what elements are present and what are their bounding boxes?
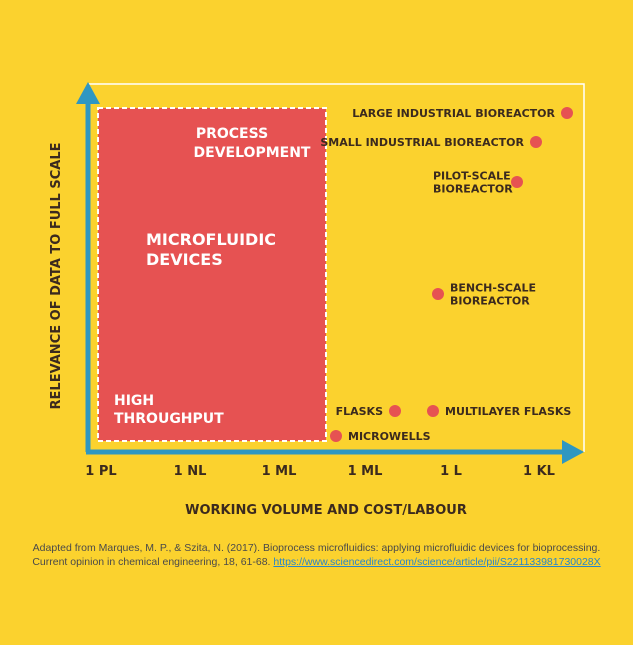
data-point (389, 405, 401, 417)
data-point-label: SMALL INDUSTRIAL BIOREACTOR (320, 136, 524, 149)
data-point-label: BIOREACTOR (433, 183, 513, 196)
region-label-microfluidic-2: DEVICES (146, 250, 223, 269)
x-tick-label: 1 ML (348, 464, 383, 479)
x-tick-label: 1 NL (174, 464, 207, 479)
x-tick-label: 1 PL (85, 464, 116, 479)
x-axis-arrow (562, 440, 584, 464)
x-tick-label: 1 KL (523, 464, 555, 479)
source-link[interactable]: https://www.sciencedirect.com/science/ar… (273, 556, 601, 568)
source-caption: Adapted from Marques, M. P., & Szita, N.… (0, 541, 633, 569)
data-point-label: BIOREACTOR (450, 295, 530, 308)
microfluidic-region (98, 108, 326, 441)
data-point (432, 288, 444, 300)
data-point-label: FLASKS (336, 405, 383, 418)
region-label-process-1: PROCESS (196, 126, 268, 142)
data-point-label: LARGE INDUSTRIAL BIOREACTOR (352, 107, 555, 120)
x-tick-label: 1 ML (262, 464, 297, 479)
region-label-process-2: DEVELOPMENT (194, 145, 311, 161)
data-point (427, 405, 439, 417)
caption-line-2: Current opinion in chemical engineering,… (0, 555, 633, 569)
data-point (561, 107, 573, 119)
caption-line-2-text: Current opinion in chemical engineering,… (32, 556, 271, 568)
y-axis-title: RELEVANCE OF DATA TO FULL SCALE (49, 143, 64, 410)
data-point (330, 430, 342, 442)
x-ticks: 1 PL 1 NL 1 ML 1 ML 1 L 1 KL (85, 464, 555, 479)
plot-frame (88, 83, 585, 452)
y-axis-arrow (76, 82, 100, 104)
data-point-label: PILOT-SCALE (433, 170, 511, 183)
x-axis-title: WORKING VOLUME AND COST/LABOUR (185, 503, 467, 518)
data-points: LARGE INDUSTRIAL BIOREACTOR SMALL INDUSTR… (320, 107, 573, 443)
data-point-label: MICROWELLS (348, 430, 431, 443)
region-label-high-throughput-1: HIGH (114, 393, 154, 409)
data-point-label: BENCH-SCALE (450, 282, 536, 295)
chart: PROCESS DEVELOPMENT MICROFLUIDIC DEVICES… (49, 82, 585, 518)
data-point (511, 176, 523, 188)
data-point-label: MULTILAYER FLASKS (445, 405, 571, 418)
caption-line-1: Adapted from Marques, M. P., & Szita, N.… (32, 542, 601, 554)
region-label-high-throughput-2: THROUGHPUT (114, 411, 224, 427)
microfluidic-region-border (97, 107, 327, 442)
region-label-microfluidic-1: MICROFLUIDIC (146, 230, 276, 249)
data-point (530, 136, 542, 148)
x-tick-label: 1 L (440, 464, 462, 479)
